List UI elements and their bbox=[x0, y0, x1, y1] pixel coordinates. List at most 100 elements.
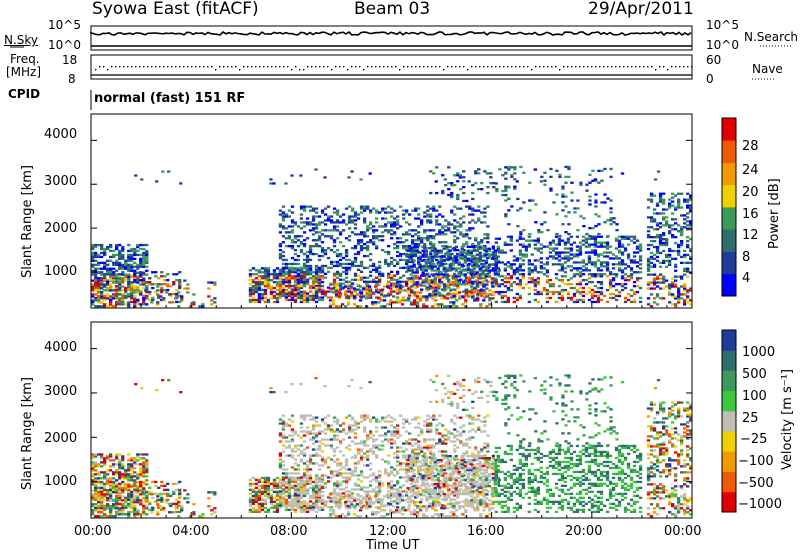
power-cell bbox=[549, 167, 553, 171]
power-cell bbox=[332, 272, 337, 275]
power-cell bbox=[314, 285, 319, 288]
velocity-cell bbox=[320, 498, 325, 501]
velocity-cell bbox=[263, 488, 268, 491]
power-cell bbox=[201, 303, 205, 306]
power-cell bbox=[620, 259, 625, 262]
power-cell bbox=[655, 303, 660, 306]
power-cell bbox=[115, 269, 119, 272]
power-cell bbox=[662, 192, 666, 195]
power-cell bbox=[557, 279, 562, 282]
velocity-cell bbox=[124, 471, 128, 474]
power-cell bbox=[91, 243, 95, 247]
power-cell bbox=[476, 297, 480, 300]
power-cell bbox=[462, 233, 466, 236]
velocity-cell bbox=[338, 496, 343, 499]
power-cell bbox=[578, 245, 583, 248]
power-cell bbox=[569, 243, 574, 246]
power-cell bbox=[405, 282, 409, 285]
power-cell bbox=[407, 299, 411, 302]
power-cell bbox=[507, 185, 511, 188]
power-cell bbox=[620, 269, 625, 272]
power-cell bbox=[287, 279, 292, 282]
power-cell bbox=[674, 263, 678, 266]
velocity-cell bbox=[308, 494, 313, 497]
power-cell bbox=[320, 292, 325, 295]
power-cell bbox=[590, 261, 595, 264]
power-cell bbox=[491, 247, 495, 250]
power-cell bbox=[456, 180, 460, 183]
power-cell bbox=[100, 255, 104, 259]
power-cell bbox=[561, 201, 565, 204]
power-cell bbox=[491, 267, 495, 270]
power-cell bbox=[590, 281, 595, 284]
power-cell bbox=[671, 281, 675, 284]
power-cell bbox=[127, 283, 131, 286]
power-cell bbox=[609, 175, 613, 178]
power-cell bbox=[311, 298, 316, 302]
power-cell bbox=[419, 283, 423, 286]
power-cell bbox=[257, 292, 262, 296]
power-cell bbox=[491, 251, 495, 254]
power-cell bbox=[671, 236, 675, 239]
power-cell bbox=[539, 271, 543, 274]
power-cell bbox=[419, 295, 423, 298]
power-cell bbox=[320, 285, 325, 288]
power-cell bbox=[302, 292, 307, 296]
power-cell bbox=[390, 282, 394, 285]
power-cell bbox=[350, 209, 355, 212]
power-cell bbox=[623, 286, 628, 290]
power-cell bbox=[97, 279, 101, 282]
power-cell bbox=[103, 265, 107, 268]
power-cell bbox=[375, 209, 379, 212]
power-cell bbox=[284, 266, 289, 269]
power-cell bbox=[469, 269, 473, 272]
power-cell bbox=[402, 217, 406, 220]
power-cell bbox=[521, 255, 525, 258]
velocity-cell bbox=[100, 510, 104, 513]
power-cell bbox=[611, 267, 616, 270]
velocity-cell bbox=[329, 444, 334, 447]
power-cell bbox=[326, 205, 331, 208]
power-cell bbox=[272, 281, 277, 284]
velocity-cell bbox=[133, 488, 137, 491]
power-cell bbox=[393, 278, 397, 281]
power-cell bbox=[112, 293, 116, 296]
power-cell bbox=[254, 300, 259, 304]
power-cell bbox=[475, 275, 479, 278]
power-cell bbox=[413, 293, 417, 296]
power-cell bbox=[596, 259, 601, 262]
velocity-cell bbox=[118, 475, 122, 478]
power-cell bbox=[335, 262, 340, 266]
power-cell bbox=[516, 197, 520, 201]
velocity-cell bbox=[142, 469, 146, 472]
velocity-cell bbox=[323, 474, 328, 477]
power-cell bbox=[387, 231, 391, 234]
velocity-cell bbox=[260, 504, 265, 507]
power-cell bbox=[472, 259, 476, 262]
velocity-cell bbox=[175, 482, 179, 485]
velocity-cell bbox=[311, 506, 316, 509]
velocity-cell bbox=[251, 508, 256, 511]
power-cell bbox=[331, 299, 336, 302]
power-cell bbox=[100, 285, 104, 288]
power-cell bbox=[311, 229, 316, 232]
velocity-cell bbox=[263, 500, 268, 503]
velocity-cell bbox=[145, 504, 149, 507]
power-cell bbox=[581, 294, 586, 298]
power-cell bbox=[486, 241, 490, 244]
power-cell bbox=[383, 285, 387, 288]
velocity-cell bbox=[293, 476, 298, 480]
power-cell bbox=[281, 272, 286, 275]
power-cell bbox=[145, 249, 149, 253]
power-cell bbox=[293, 277, 298, 280]
power-cell bbox=[251, 298, 256, 302]
power-cell bbox=[539, 267, 543, 270]
power-cell bbox=[587, 273, 592, 276]
velocity-cell bbox=[145, 467, 149, 470]
power-cell bbox=[142, 283, 146, 286]
power-cell bbox=[109, 243, 113, 247]
power-cell bbox=[302, 270, 307, 273]
velocity-cell bbox=[141, 491, 145, 494]
velocity-cell bbox=[263, 478, 268, 482]
power-cell bbox=[344, 262, 349, 266]
